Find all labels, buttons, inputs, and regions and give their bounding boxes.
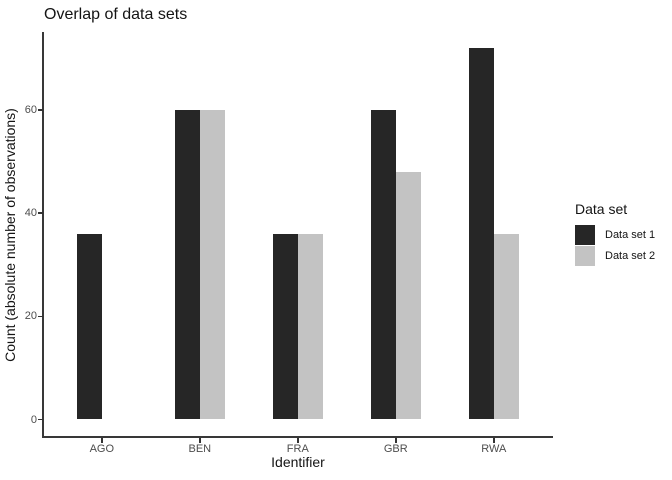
- x-tick-label: FRA: [286, 443, 309, 455]
- x-tick-label: GBR: [383, 443, 408, 455]
- bar-FRA-data-set-2: [297, 233, 323, 420]
- y-tick-label: 60: [24, 103, 37, 116]
- x-tick-mark: [395, 438, 397, 443]
- bar-GBR-data-set-2: [395, 171, 421, 420]
- x-tick-mark: [101, 438, 103, 443]
- bar-AGO-data-set-1: [76, 233, 102, 420]
- bar-RWA-data-set-1: [468, 47, 494, 420]
- x-tick-label: BEN: [188, 443, 212, 455]
- y-tick-mark: [37, 418, 43, 421]
- legend-title: Data set: [575, 201, 628, 217]
- x-axis-label: Identifier: [271, 454, 325, 470]
- y-tick-mark: [37, 212, 43, 214]
- legend-swatch: [575, 246, 595, 266]
- y-tick-mark: [37, 109, 43, 111]
- y-tick-label: 40: [24, 207, 37, 220]
- legend-items: Data set 1 Data set 2: [575, 225, 655, 266]
- x-tick-mark: [297, 438, 299, 443]
- y-tick-label: 20: [24, 310, 37, 323]
- y-tick-label: 0: [30, 413, 37, 426]
- x-tick-mark: [493, 438, 495, 443]
- bar-FRA-data-set-1: [272, 233, 298, 420]
- bar-RWA-data-set-2: [493, 233, 519, 420]
- bar-GBR-data-set-1: [370, 109, 396, 420]
- chart-title: Overlap of data sets: [44, 6, 188, 23]
- bar-BEN-data-set-2: [199, 109, 225, 420]
- legend-item: Data set 1: [575, 225, 655, 245]
- y-axis-line: [42, 32, 44, 438]
- legend: Data set Data set 1 Data set 2: [575, 201, 655, 267]
- x-tick-label: AGO: [89, 443, 115, 455]
- x-tick-mark: [199, 438, 201, 443]
- legend-item-label: Data set 2: [605, 250, 656, 262]
- legend-item-label: Data set 1: [605, 229, 656, 241]
- bar-BEN-data-set-1: [174, 109, 200, 420]
- y-tick-mark: [37, 315, 43, 318]
- legend-swatch: [575, 225, 595, 245]
- x-tick-label: RWA: [481, 443, 507, 455]
- y-axis-label-text: Count (absolute number of observations): [2, 108, 18, 362]
- x-axis-line: [42, 436, 553, 438]
- legend-item: Data set 2: [575, 246, 655, 266]
